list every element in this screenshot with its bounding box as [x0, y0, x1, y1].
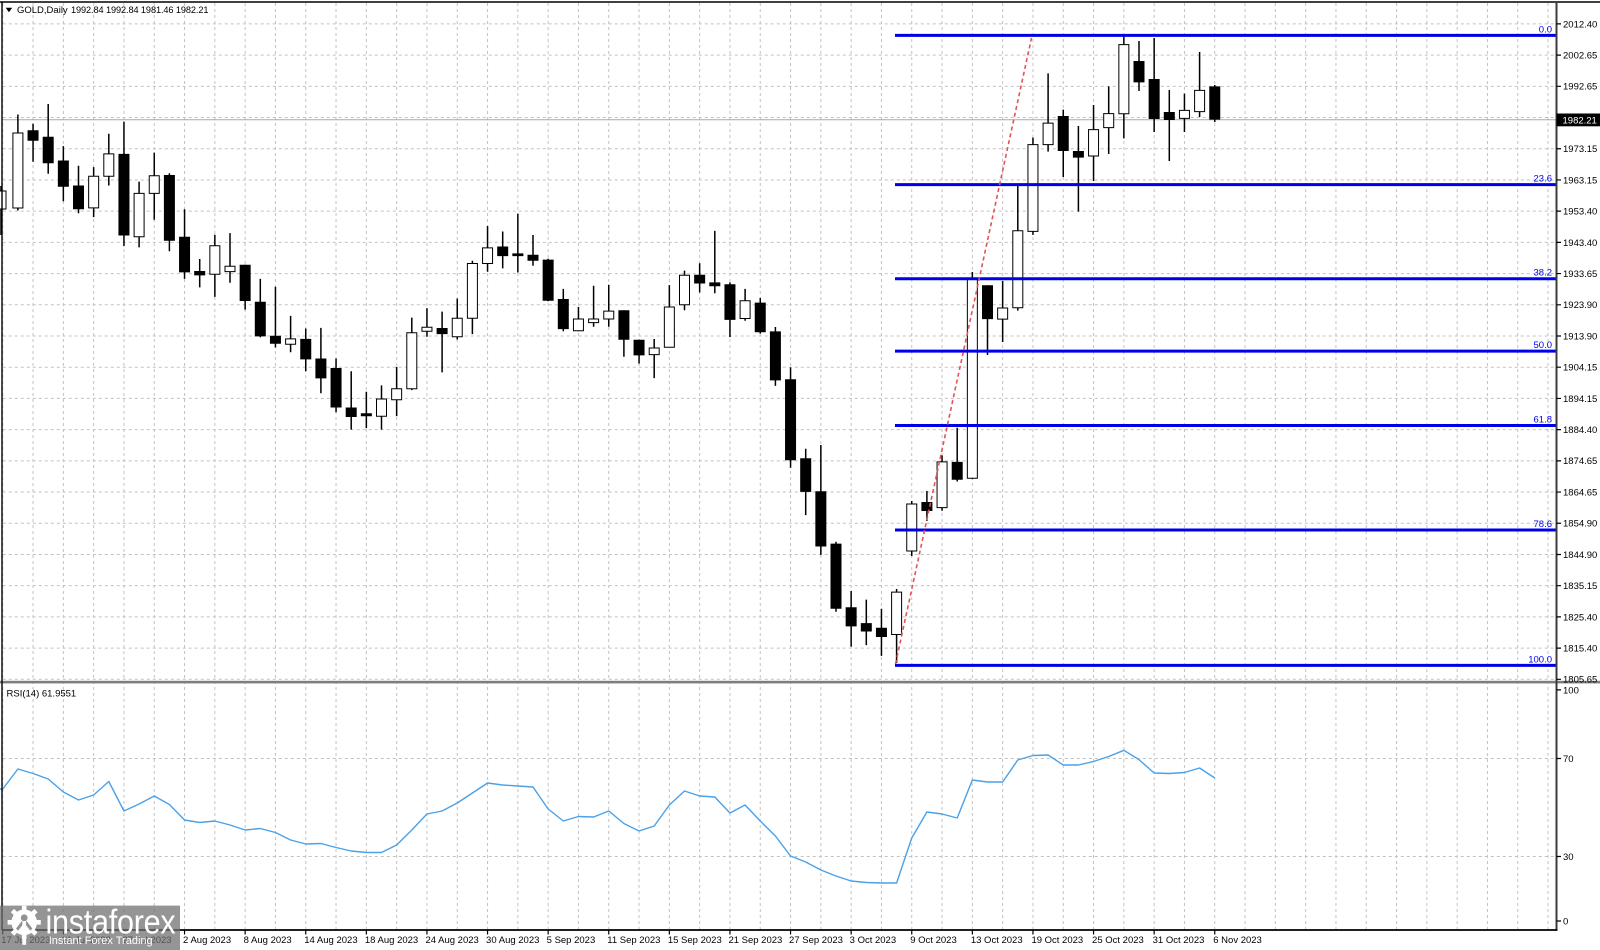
svg-text:1953.40: 1953.40 [1563, 207, 1597, 218]
svg-text:23.6: 23.6 [1534, 174, 1553, 185]
svg-text:1825.40: 1825.40 [1563, 612, 1597, 623]
svg-text:0: 0 [1563, 916, 1568, 927]
svg-text:9 Oct 2023: 9 Oct 2023 [910, 935, 956, 946]
svg-text:5 Sep 2023: 5 Sep 2023 [547, 935, 596, 946]
svg-text:1854.90: 1854.90 [1563, 519, 1597, 530]
svg-text:78.6: 78.6 [1534, 519, 1553, 530]
svg-text:1864.65: 1864.65 [1563, 487, 1597, 498]
svg-text:1835.15: 1835.15 [1563, 581, 1597, 592]
svg-text:1923.90: 1923.90 [1563, 300, 1597, 311]
svg-text:GOLD,Daily: GOLD,Daily [17, 5, 68, 16]
svg-text:24 Aug 2023: 24 Aug 2023 [425, 935, 478, 946]
svg-text:14 Aug 2023: 14 Aug 2023 [304, 935, 357, 946]
svg-text:1874.65: 1874.65 [1563, 456, 1597, 467]
svg-text:2012.40: 2012.40 [1563, 19, 1597, 30]
svg-text:6 Nov 2023: 6 Nov 2023 [1213, 935, 1262, 946]
svg-text:1943.40: 1943.40 [1563, 238, 1597, 249]
svg-text:1913.90: 1913.90 [1563, 331, 1597, 342]
svg-text:1884.40: 1884.40 [1563, 425, 1597, 436]
svg-text:30 Aug 2023: 30 Aug 2023 [486, 935, 539, 946]
svg-text:1973.15: 1973.15 [1563, 144, 1597, 155]
svg-text:1992.84 1992.84 1981.46 1982.2: 1992.84 1992.84 1981.46 1982.21 [71, 5, 208, 15]
svg-text:31 Oct 2023: 31 Oct 2023 [1153, 935, 1205, 946]
svg-text:38.2: 38.2 [1534, 268, 1553, 279]
svg-text:100.0: 100.0 [1528, 654, 1552, 665]
svg-text:27 Sep 2023: 27 Sep 2023 [789, 935, 843, 946]
svg-text:1933.65: 1933.65 [1563, 269, 1597, 280]
svg-text:18 Aug 2023: 18 Aug 2023 [365, 935, 418, 946]
svg-text:1815.40: 1815.40 [1563, 644, 1597, 655]
svg-text:8 Aug 2023: 8 Aug 2023 [244, 935, 292, 946]
svg-text:2 Aug 2023: 2 Aug 2023 [183, 935, 231, 946]
svg-text:61.8: 61.8 [1534, 415, 1553, 426]
svg-text:21 Sep 2023: 21 Sep 2023 [728, 935, 782, 946]
svg-text:50.0: 50.0 [1534, 340, 1553, 351]
svg-text:1992.65: 1992.65 [1563, 82, 1597, 93]
svg-text:2002.65: 2002.65 [1563, 51, 1597, 62]
svg-text:19 Oct 2023: 19 Oct 2023 [1031, 935, 1083, 946]
svg-text:15 Sep 2023: 15 Sep 2023 [668, 935, 722, 946]
svg-text:1805.65: 1805.65 [1563, 675, 1597, 686]
svg-text:70: 70 [1563, 754, 1574, 765]
svg-text:1963.15: 1963.15 [1563, 175, 1597, 186]
svg-text:1904.15: 1904.15 [1563, 363, 1597, 374]
svg-text:25 Oct 2023: 25 Oct 2023 [1092, 935, 1144, 946]
svg-text:1982.21: 1982.21 [1563, 115, 1597, 126]
svg-text:11 Sep 2023: 11 Sep 2023 [607, 935, 660, 946]
svg-text:1844.90: 1844.90 [1563, 550, 1597, 561]
svg-text:1894.15: 1894.15 [1563, 394, 1597, 405]
svg-text:instaforex: instaforex [46, 903, 176, 941]
svg-text:30: 30 [1563, 852, 1574, 863]
svg-text:13 Oct 2023: 13 Oct 2023 [971, 935, 1023, 946]
svg-text:RSI(14) 61.9551: RSI(14) 61.9551 [7, 688, 77, 699]
svg-text:3 Oct 2023: 3 Oct 2023 [850, 935, 896, 946]
svg-text:Instant Forex Trading: Instant Forex Trading [49, 935, 153, 947]
svg-text:100: 100 [1563, 685, 1579, 696]
svg-text:0.0: 0.0 [1539, 24, 1552, 35]
